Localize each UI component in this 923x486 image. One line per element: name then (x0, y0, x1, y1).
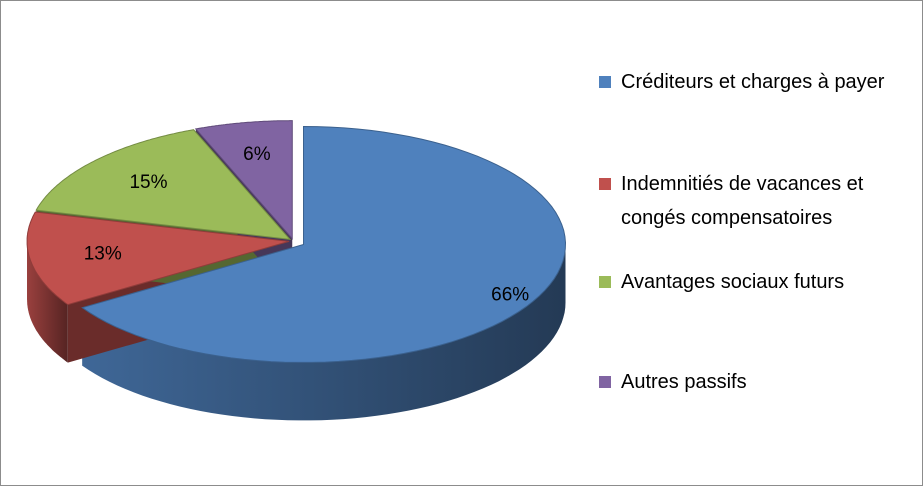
legend-label: Avantages sociaux futurs (621, 271, 845, 293)
pie-plot: 66% 13% 15% 6% (26, 120, 567, 421)
pie-slice (26, 211, 290, 306)
data-label: 13% (84, 244, 122, 265)
legend-swatch (599, 376, 611, 388)
legend-label: Indemnitiés de vacances et congés compen… (621, 173, 864, 229)
legend-label: Créditeurs et charges à payer (621, 71, 885, 93)
legend: Créditeurs et charges à payer Indemnitiés… (599, 1, 919, 485)
pie-slice (194, 120, 293, 240)
data-label: 66% (491, 285, 529, 306)
legend-swatch (599, 76, 611, 88)
legend-item: Autres passifs (599, 365, 917, 399)
slice-side (27, 241, 68, 363)
legend-item: Avantages sociaux futurs (599, 265, 917, 299)
data-label: 15% (129, 172, 167, 193)
slice-side (82, 244, 566, 421)
legend-item: Indemnitiés de vacances et congés compen… (599, 167, 917, 235)
legend-swatch (599, 276, 611, 288)
legend-label: Autres passifs (621, 371, 747, 393)
pie-slice (81, 125, 567, 363)
pie-slice (35, 129, 292, 241)
legend-swatch (599, 178, 611, 190)
data-label: 6% (243, 144, 271, 165)
legend-item: Créditeurs et charges à payer (599, 65, 917, 99)
